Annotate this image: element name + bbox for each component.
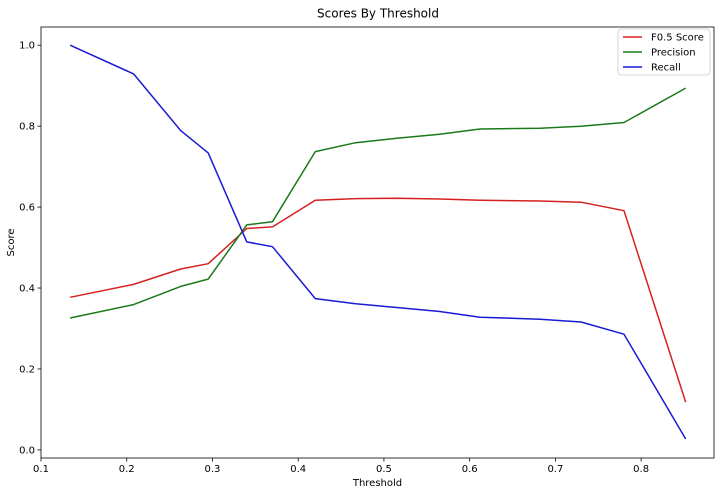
y-axis-label: Score — [6, 228, 17, 256]
legend-label: Precision — [651, 48, 696, 59]
x-tick-label: 0.2 — [119, 464, 135, 475]
series-line-recall — [69, 44, 687, 440]
y-tick-label: 0.8 — [19, 122, 35, 133]
x-tick-label: 0.7 — [547, 464, 563, 475]
chart-title: Scores By Threshold — [317, 7, 439, 21]
y-tick-label: 0.6 — [19, 203, 35, 214]
x-tick-label: 0.6 — [462, 464, 478, 475]
series-line-f0-5-score — [69, 197, 687, 403]
legend: F0.5 Score Precision Recall — [617, 28, 711, 76]
x-tick-label: 0.1 — [33, 464, 49, 475]
y-tick-label: 0.4 — [19, 284, 35, 295]
x-tick-label: 0.8 — [633, 464, 649, 475]
series-line-precision — [69, 87, 687, 319]
x-tick-label: 0.5 — [376, 464, 392, 475]
legend-label: F0.5 Score — [651, 33, 704, 44]
legend-box — [617, 28, 711, 76]
y-tick-label: 0.0 — [19, 445, 35, 456]
x-axis-label: Threshold — [352, 478, 402, 489]
plot-area-frame — [40, 26, 715, 459]
x-tick-label: 0.3 — [205, 464, 221, 475]
y-tick-label: 0.2 — [19, 364, 35, 375]
x-tick-label: 0.4 — [290, 464, 306, 475]
series-lines — [69, 44, 687, 440]
legend-label: Recall — [651, 63, 681, 74]
axis-ticks: 0.1 0.2 0.3 0.4 0.5 0.6 0.7 0.8 0.0 0.2 0.4 0.6 0.8 1… — [19, 41, 649, 475]
y-tick-label: 1.0 — [19, 41, 35, 52]
